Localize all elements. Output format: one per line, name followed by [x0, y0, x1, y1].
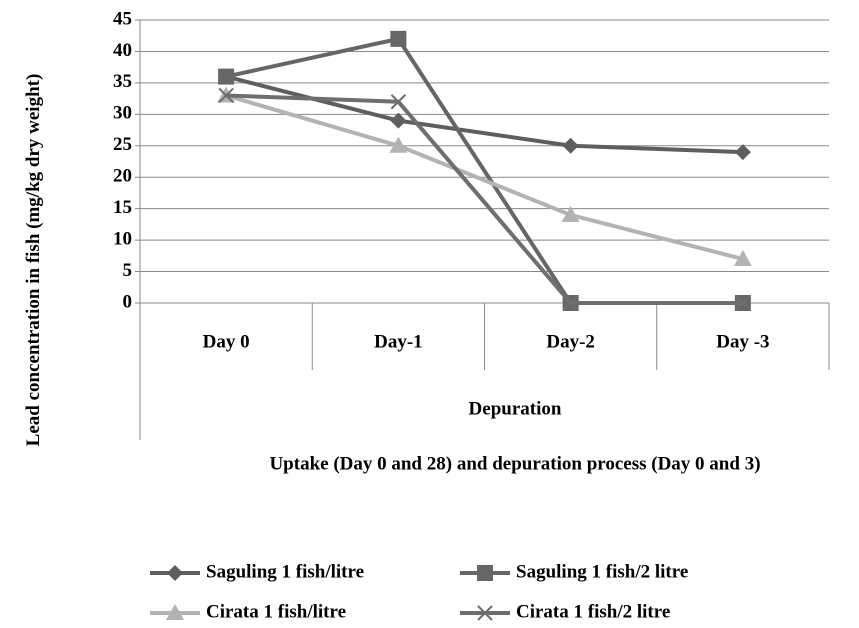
y-tick-label: 0 [123, 291, 133, 312]
series-line [225, 93, 744, 261]
y-tick-label: 25 [113, 134, 132, 155]
marker [561, 205, 580, 222]
x-axis-label: Uptake (Day 0 and 28) and depuration pro… [269, 453, 760, 474]
y-axis-label: Lead concentration in fish (mg/kg dry we… [23, 73, 44, 447]
x-tick-label: Day -3 [716, 331, 769, 352]
x-tick-label: Day 0 [203, 331, 250, 352]
y-tick-label: 40 [113, 40, 132, 61]
marker [734, 144, 751, 161]
marker [390, 30, 407, 47]
legend-label: Cirata 1 fish/litre [206, 601, 346, 622]
y-tick-label: 5 [123, 260, 133, 281]
legend-label: Saguling 1 fish/2 litre [516, 561, 688, 582]
series-line [225, 36, 743, 305]
marker [562, 137, 579, 154]
y-tick-label: 15 [113, 197, 132, 218]
marker [562, 295, 579, 311]
marker [167, 565, 183, 581]
marker [390, 112, 407, 129]
group-label: Depuration [469, 398, 562, 419]
marker [735, 295, 751, 311]
marker [477, 605, 493, 621]
marker [166, 604, 184, 620]
marker [477, 565, 493, 581]
y-tick-label: 35 [113, 71, 132, 92]
y-tick-label: 20 [113, 166, 132, 187]
x-tick-label: Day-1 [374, 331, 423, 352]
marker [389, 136, 408, 153]
marker [218, 68, 235, 85]
legend-label: Saguling 1 fish/litre [206, 561, 364, 582]
y-tick-label: 45 [113, 8, 132, 29]
marker [733, 249, 752, 266]
y-tick-label: 10 [113, 228, 132, 249]
legend-label: Cirata 1 fish/2 litre [516, 601, 670, 622]
x-tick-label: Day-2 [546, 331, 595, 352]
series-line [226, 93, 743, 305]
marker [218, 87, 234, 104]
marker [390, 94, 407, 110]
y-tick-label: 30 [113, 103, 132, 124]
